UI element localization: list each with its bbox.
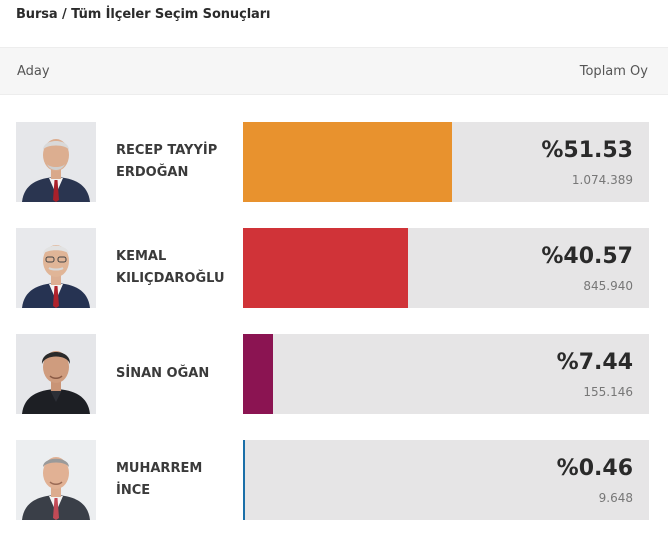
vote-share-bar-fill bbox=[243, 228, 408, 308]
vote-count: 1.074.389 bbox=[571, 173, 633, 187]
vote-count: 9.648 bbox=[598, 491, 633, 505]
person-photo-icon bbox=[16, 440, 96, 520]
vote-share-bar: %51.53 1.074.389 bbox=[243, 122, 649, 202]
candidate-photo bbox=[16, 440, 96, 520]
vote-share-bar: %0.46 9.648 bbox=[243, 440, 649, 520]
page-title: Bursa / Tüm İlçeler Seçim Sonuçları bbox=[16, 7, 271, 22]
vote-percentage: %40.57 bbox=[541, 244, 633, 269]
candidate-photo bbox=[16, 228, 96, 308]
results-table-header: Aday Toplam Oy bbox=[0, 47, 668, 95]
vote-share-bar: %7.44 155.146 bbox=[243, 334, 649, 414]
candidate-photo bbox=[16, 334, 96, 414]
candidate-name: SİNAN OĞAN bbox=[116, 366, 210, 381]
vote-share-bar-fill bbox=[243, 334, 274, 414]
candidate-row: RECEP TAYYİP ERDOĞAN %51.53 1.074.389 bbox=[0, 122, 668, 202]
vote-share-bar-fill bbox=[243, 440, 245, 520]
person-photo-icon bbox=[16, 122, 96, 202]
candidate-name: KEMAL KILIÇDAROĞLU bbox=[116, 249, 225, 286]
vote-share-bar: %40.57 845.940 bbox=[243, 228, 649, 308]
candidate-name: RECEP TAYYİP ERDOĞAN bbox=[116, 143, 218, 180]
candidate-row: SİNAN OĞAN %7.44 155.146 bbox=[0, 334, 668, 414]
vote-percentage: %51.53 bbox=[541, 138, 633, 163]
person-photo-icon bbox=[16, 228, 96, 308]
vote-percentage: %0.46 bbox=[556, 456, 633, 481]
total-votes-column-header: Toplam Oy bbox=[579, 64, 648, 79]
vote-count: 845.940 bbox=[583, 279, 633, 293]
candidate-row: KEMAL KILIÇDAROĞLU %40.57 845.940 bbox=[0, 228, 668, 308]
candidate-row: MUHARREM İNCE %0.46 9.648 bbox=[0, 440, 668, 520]
vote-share-bar-fill bbox=[243, 122, 453, 202]
vote-percentage: %7.44 bbox=[556, 350, 633, 375]
vote-count: 155.146 bbox=[583, 385, 633, 399]
candidate-photo bbox=[16, 122, 96, 202]
candidate-name: MUHARREM İNCE bbox=[116, 461, 203, 498]
candidate-column-header: Aday bbox=[17, 64, 50, 79]
person-photo-icon bbox=[16, 334, 96, 414]
